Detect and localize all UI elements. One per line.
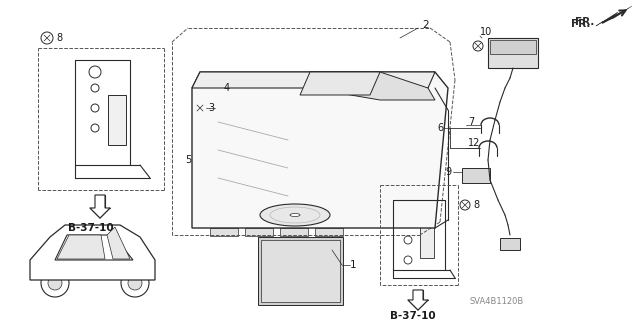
Text: FR.: FR. bbox=[571, 19, 590, 29]
Circle shape bbox=[393, 198, 397, 202]
Bar bbox=[195, 130, 205, 185]
Circle shape bbox=[128, 276, 142, 290]
Circle shape bbox=[48, 276, 62, 290]
Polygon shape bbox=[90, 195, 110, 218]
Text: 1: 1 bbox=[350, 260, 356, 270]
Polygon shape bbox=[30, 225, 155, 280]
Bar bbox=[210, 228, 238, 236]
Polygon shape bbox=[57, 235, 105, 259]
Text: 2: 2 bbox=[422, 20, 429, 30]
Bar bbox=[488, 38, 538, 68]
Polygon shape bbox=[596, 6, 632, 26]
Bar bbox=[315, 228, 343, 236]
Ellipse shape bbox=[290, 213, 300, 217]
Bar bbox=[420, 220, 434, 258]
Text: 8: 8 bbox=[473, 200, 479, 210]
Text: 3: 3 bbox=[208, 103, 214, 113]
Polygon shape bbox=[192, 72, 435, 88]
Bar bbox=[462, 168, 490, 183]
Text: B-37-10: B-37-10 bbox=[390, 311, 436, 319]
Polygon shape bbox=[107, 227, 130, 259]
Bar bbox=[245, 228, 273, 236]
Bar bbox=[258, 237, 343, 305]
Polygon shape bbox=[192, 72, 448, 228]
Bar bbox=[261, 240, 340, 302]
Text: FR.: FR. bbox=[575, 17, 595, 27]
Bar bbox=[108, 95, 126, 145]
Bar bbox=[500, 238, 520, 250]
Text: 9: 9 bbox=[446, 167, 452, 177]
Ellipse shape bbox=[260, 204, 330, 226]
Polygon shape bbox=[310, 72, 435, 100]
Text: 12: 12 bbox=[468, 138, 481, 148]
Bar bbox=[33, 267, 45, 274]
Bar bbox=[490, 40, 536, 54]
Text: B-37-10: B-37-10 bbox=[68, 223, 114, 233]
Polygon shape bbox=[55, 235, 133, 260]
Bar bbox=[31, 259, 39, 267]
Text: 7: 7 bbox=[468, 117, 474, 127]
Text: 8: 8 bbox=[56, 33, 62, 43]
Polygon shape bbox=[300, 72, 380, 95]
Text: 10: 10 bbox=[480, 27, 492, 37]
Bar bbox=[280, 228, 308, 236]
Text: 5: 5 bbox=[185, 155, 191, 165]
Bar bbox=[208, 102, 355, 220]
Text: 4: 4 bbox=[224, 83, 230, 93]
Polygon shape bbox=[408, 290, 428, 310]
Text: SVA4B1120B: SVA4B1120B bbox=[470, 298, 524, 307]
Text: 6: 6 bbox=[437, 123, 443, 133]
